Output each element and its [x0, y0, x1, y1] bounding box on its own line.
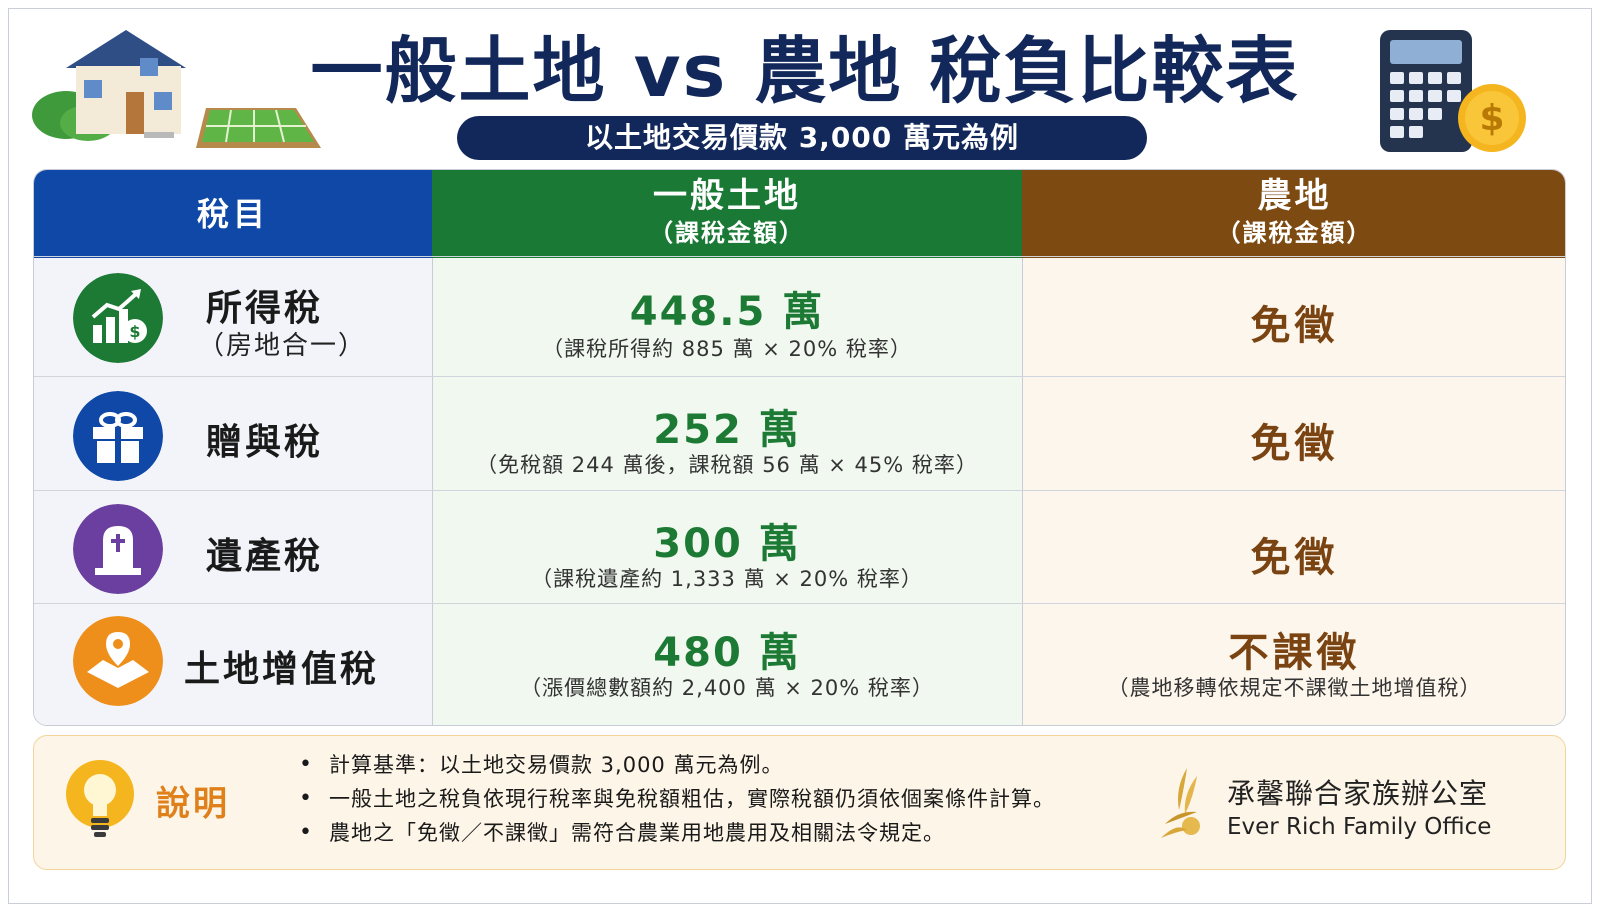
company-logo-icon	[1161, 768, 1200, 838]
header-general-title: 一般土地	[653, 176, 801, 216]
tax-name: 土地增值稅	[184, 649, 380, 690]
table-row: 土地增值稅 480 萬 （漲價總數額約 2,400 萬 × 20% 稅率） 不課…	[34, 603, 1565, 725]
gift-icon	[73, 391, 163, 481]
farm-status: 不課徵	[1228, 630, 1361, 676]
list-item: 計算基準：以土地交易價款 3,000 萬元為例。	[299, 748, 1055, 782]
general-amount: 300 萬	[653, 521, 801, 567]
svg-text:$: $	[129, 322, 140, 341]
list-item: 一般土地之稅負依現行稅率與免稅額粗估，實際稅額仍須依個案條件計算。	[299, 782, 1055, 816]
dollar-sign: $	[1479, 98, 1504, 139]
header-tax-item: 稅目	[34, 170, 432, 258]
notes-list: 計算基準：以土地交易價款 3,000 萬元為例。 一般土地之稅負依現行稅率與免稅…	[299, 748, 1055, 850]
farm-note: （農地移轉依規定不課徵土地增值稅）	[1107, 676, 1482, 700]
general-note: （漲價總數額約 2,400 萬 × 20% 稅率）	[520, 676, 934, 700]
header-farm-title: 農地	[1257, 176, 1332, 216]
org-name-english: Ever Rich Family Office	[1227, 814, 1492, 840]
calculator-coin-icon: $	[1380, 30, 1526, 152]
tax-name: 所得稅	[206, 288, 324, 329]
land-pin-icon	[73, 616, 163, 706]
header-farm-sub: （課稅金額）	[1216, 219, 1373, 247]
header-farmland: 農地 （課稅金額）	[1022, 170, 1565, 258]
general-amount: 448.5 萬	[629, 289, 825, 335]
table-row: 贈與稅 252 萬 （免稅額 244 萬後，課稅額 56 萬 × 45% 稅率）…	[34, 376, 1565, 492]
farm-status: 免徵	[1250, 303, 1339, 349]
general-note: （免稅額 244 萬後，課稅額 56 萬 × 45% 稅率）	[476, 453, 978, 477]
tax-name: 遺產稅	[206, 536, 324, 577]
table-row: 遺產稅 300 萬 （課稅遺產約 1,333 萬 × 20% 稅率） 免徵	[34, 490, 1565, 605]
general-amount: 252 萬	[653, 407, 801, 453]
table-row: $ 所得稅 （房地合一） 448.5 萬 （課稅所得約 885 萬 × 20% …	[34, 256, 1565, 378]
org-name-chinese: 承馨聯合家族辦公室	[1227, 777, 1489, 810]
notes-panel: 說明 計算基準：以土地交易價款 3,000 萬元為例。 一般土地之稅負依現行稅率…	[33, 735, 1566, 870]
tombstone-icon	[73, 504, 163, 594]
general-note: （課稅所得約 885 萬 × 20% 稅率）	[542, 337, 912, 361]
header-general-land: 一般土地 （課稅金額）	[432, 170, 1022, 258]
page-title: 一般土地 vs 農地 稅負比較表	[310, 29, 1300, 113]
general-amount: 480 萬	[653, 630, 801, 676]
header-general-sub: （課稅金額）	[649, 219, 805, 247]
list-item: 農地之「免徵／不課徵」需符合農業用地農用及相關法令規定。	[299, 816, 1055, 850]
general-note: （課稅遺產約 1,333 萬 × 20% 稅率）	[531, 567, 923, 591]
income-growth-icon: $	[73, 273, 163, 363]
comparison-table: 稅目 一般土地 （課稅金額） 農地 （課稅金額） $ 所得稅 （房地合一） 44…	[33, 169, 1566, 726]
subtitle-pill: 以土地交易價款 3,000 萬元為例	[457, 116, 1147, 160]
farm-status: 免徵	[1250, 535, 1339, 581]
house-farmland-icon	[32, 30, 321, 148]
farm-status: 免徵	[1250, 421, 1339, 467]
lightbulb-icon	[66, 760, 134, 837]
notes-title: 說明	[156, 784, 230, 824]
tax-name: 贈與稅	[206, 422, 324, 463]
tax-sub: （房地合一）	[198, 331, 367, 361]
